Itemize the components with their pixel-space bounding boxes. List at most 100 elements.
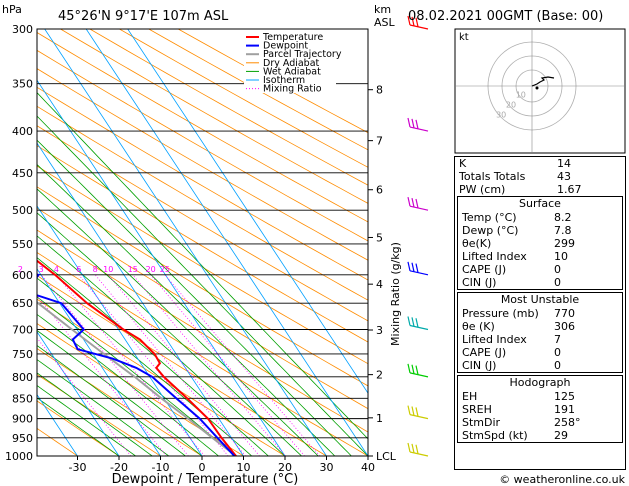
row-label: Temp (°C) bbox=[462, 211, 517, 224]
wet-adiabat-line bbox=[37, 257, 269, 456]
table-row: Dewp (°C) 7.8 bbox=[458, 224, 622, 237]
parcel-trace bbox=[37, 301, 237, 456]
x-tick-label: -10 bbox=[152, 461, 170, 474]
wind-barb-flag bbox=[407, 363, 411, 373]
table-row: θe(K) 299 bbox=[458, 237, 622, 250]
hodograph-storm-motion bbox=[535, 86, 539, 90]
legend-entry: Parcel Trajectory bbox=[263, 49, 342, 60]
row-value: 7 bbox=[554, 333, 561, 346]
wind-barb-shaft bbox=[409, 414, 429, 420]
hodograph-frame bbox=[454, 28, 626, 154]
row-label: Pressure (mb) bbox=[462, 307, 539, 320]
wet-adiabat-line bbox=[37, 330, 203, 456]
row-value: 0 bbox=[554, 276, 561, 289]
table-row: K 14 bbox=[455, 157, 625, 170]
km-tick-label: 2 bbox=[376, 369, 383, 382]
isotherm-line bbox=[37, 268, 161, 456]
dry-adiabat-line bbox=[119, 29, 368, 168]
row-value: 191 bbox=[554, 403, 575, 416]
row-value: 306 bbox=[554, 320, 575, 333]
surface-box: Surface Temp (°C) 8.2 Dewp (°C) 7.8 θe(K) 299… bbox=[457, 196, 623, 290]
wet-adiabat-line bbox=[37, 344, 186, 456]
row-value: 7.8 bbox=[554, 224, 572, 237]
hodograph-ring-label: 10 bbox=[516, 91, 526, 100]
hodograph-trace bbox=[531, 76, 555, 87]
km-tick-label: 6 bbox=[376, 184, 383, 197]
dry-adiabat-line bbox=[37, 49, 368, 242]
legend-entry: Wet Adiabat bbox=[263, 66, 321, 77]
row-label: EH bbox=[462, 390, 478, 403]
x-tick-label: 30 bbox=[320, 461, 334, 474]
mixing-ratio-label: 20 bbox=[146, 265, 156, 274]
row-value: 1.67 bbox=[557, 183, 582, 196]
hodograph-table-box: Hodograph EH 125 SREH 191 StmDir 258° StmSpd (… bbox=[457, 375, 623, 443]
wind-barb-flag bbox=[411, 364, 415, 374]
table-row: EH 125 bbox=[458, 390, 622, 403]
pressure-tick-label: 800 bbox=[12, 371, 33, 384]
wet-adiabat-line bbox=[37, 359, 170, 456]
mixing-ratio-label: 4 bbox=[54, 265, 59, 274]
dry-adiabat-line bbox=[37, 207, 368, 410]
wind-barb-flag bbox=[415, 17, 419, 27]
wind-barb-shaft bbox=[409, 451, 429, 457]
row-value: 770 bbox=[554, 307, 575, 320]
table-row: Temp (°C) 8.2 bbox=[458, 211, 622, 224]
legend-entry: Isotherm bbox=[263, 75, 305, 86]
row-value: 8.2 bbox=[554, 211, 572, 224]
wind-barb-flag bbox=[411, 406, 415, 416]
table-row: PW (cm) 1.67 bbox=[455, 183, 625, 196]
sounding-traces bbox=[37, 259, 237, 456]
pressure-tick-label: 300 bbox=[12, 23, 33, 36]
pressure-tick-label: 350 bbox=[12, 78, 33, 91]
km-tick-label: 7 bbox=[376, 135, 383, 148]
legend-entry: Dewpoint bbox=[263, 41, 308, 52]
wind-barb-flag bbox=[411, 118, 415, 129]
row-label: Dewp (°C) bbox=[462, 224, 519, 237]
legend-entry: Dry Adiabat bbox=[263, 58, 320, 69]
row-label: CAPE (J) bbox=[462, 346, 507, 359]
indices-panel: K 14 Totals Totals 43 PW (cm) 1.67 Surface Te… bbox=[454, 156, 626, 470]
x-tick-label: 40 bbox=[361, 461, 375, 474]
pressure-tick-label: 700 bbox=[12, 324, 33, 337]
mixing-ratio-label: 6 bbox=[76, 265, 81, 274]
axes: 3003504004505005506006507007508008509009… bbox=[5, 23, 397, 474]
row-value: 299 bbox=[554, 237, 575, 250]
pressure-tick-label: 450 bbox=[12, 167, 33, 180]
dewpoint-trace bbox=[37, 273, 236, 456]
wind-barb-flag bbox=[415, 365, 419, 375]
table-row: StmDir 258° bbox=[458, 416, 622, 429]
wind-barb-shaft bbox=[409, 270, 429, 276]
wind-barb-shaft bbox=[409, 324, 429, 331]
mixing-ratio-label: 25 bbox=[160, 265, 170, 274]
row-label: θe (K) bbox=[462, 320, 495, 333]
isotherm-lines bbox=[37, 29, 368, 456]
row-label: Totals Totals bbox=[459, 170, 526, 183]
row-value: 258° bbox=[554, 416, 581, 429]
table-row: θe (K) 306 bbox=[458, 320, 622, 333]
isotherm-line bbox=[37, 331, 120, 456]
dry-adiabat-line bbox=[60, 29, 368, 204]
legend-entry: Temperature bbox=[262, 32, 323, 43]
pressure-tick-label: 600 bbox=[12, 269, 33, 282]
wind-barb-shaft bbox=[409, 205, 429, 211]
wind-barb bbox=[407, 316, 429, 331]
x-tick-label: 10 bbox=[237, 461, 251, 474]
dry-adiabat-line bbox=[37, 68, 368, 261]
mixing-ratio-line bbox=[37, 294, 167, 456]
hodograph-table-title: Hodograph bbox=[509, 376, 571, 389]
wind-barb bbox=[407, 405, 429, 420]
hodograph-ring-label: 30 bbox=[496, 111, 506, 120]
x-axis-label: Dewpoint / Temperature (°C) bbox=[112, 472, 299, 486]
isotherm-line bbox=[85, 29, 368, 456]
row-label: StmDir bbox=[462, 416, 501, 429]
wind-barb-flag bbox=[415, 263, 419, 273]
x-tick-label: -20 bbox=[110, 461, 128, 474]
wind-barbs bbox=[407, 15, 429, 457]
row-value: 0 bbox=[554, 263, 561, 276]
wet-adiabat-line bbox=[37, 385, 136, 456]
surface-title: Surface bbox=[519, 197, 561, 210]
wind-barb-flag bbox=[411, 262, 415, 272]
wind-barb-flag bbox=[407, 15, 411, 26]
indices-table: K 14 Totals Totals 43 PW (cm) 1.67 bbox=[455, 157, 625, 196]
